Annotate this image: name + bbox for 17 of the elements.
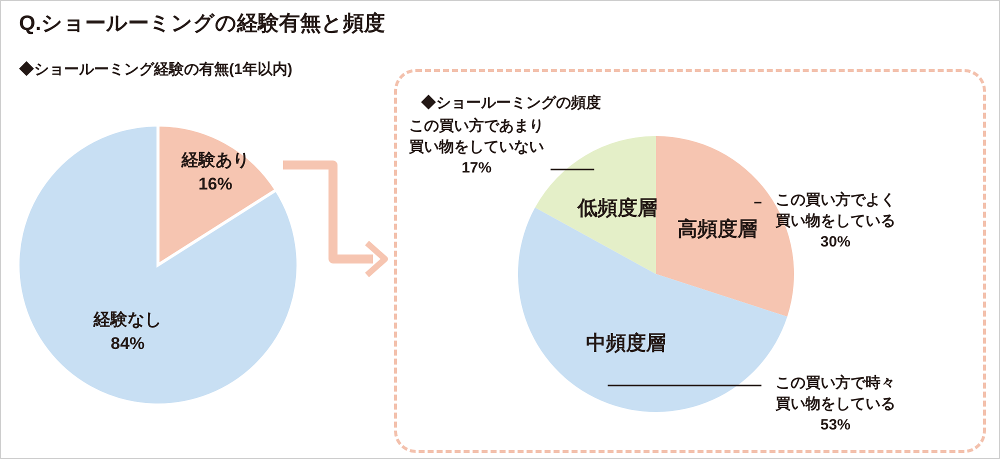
slice-label: 低頻度層: [576, 196, 658, 220]
text: この買い方であまり買い物をしていない: [408, 116, 544, 156]
data-label: 30%: [820, 234, 850, 251]
pie-slice: [16, 124, 300, 406]
data-label: 17%: [462, 159, 492, 176]
chart-title: Q.ショールーミングの経験有無と頻度: [19, 11, 386, 35]
slice-label: 経験あり: [180, 150, 250, 170]
data-label: 16%: [198, 174, 232, 194]
chart-title: ◆ショールーミングの頻度: [421, 93, 601, 112]
text: この買い方でよく買い物をしている: [774, 190, 896, 230]
slice-label: 中頻度層: [586, 332, 666, 355]
data-label: 84%: [110, 334, 145, 354]
text: この買い方で時々買い物をしている: [774, 373, 896, 412]
slice-label: 高頻度層: [677, 217, 758, 240]
chart-subtitle: ◆ショールーミング経験の有無(1年以内): [19, 61, 292, 78]
slice-label: 経験なし: [92, 310, 162, 330]
data-label: 53%: [820, 416, 850, 434]
